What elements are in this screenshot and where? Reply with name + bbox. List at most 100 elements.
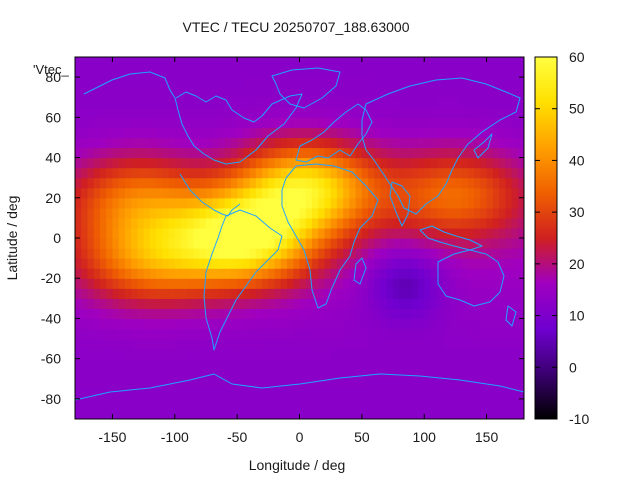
heatmap-cell [156, 167, 163, 179]
heatmap-cell [280, 378, 288, 390]
heatmap-cell [287, 398, 294, 410]
heatmap-cell [499, 207, 506, 219]
heatmap-cell [224, 348, 232, 360]
heatmap-cell [349, 117, 357, 128]
heatmap-cell [99, 97, 107, 108]
heatmap-cell [218, 117, 226, 128]
heatmap-cell [374, 217, 382, 229]
heatmap-cell [255, 67, 263, 78]
heatmap-cell [174, 117, 182, 128]
heatmap-cell [168, 338, 176, 350]
heatmap-cell [131, 318, 138, 330]
heatmap-cell [336, 197, 344, 209]
heatmap-cell [87, 87, 95, 98]
heatmap-cell [343, 298, 350, 309]
heatmap-cell [467, 368, 475, 380]
heatmap-cell [492, 368, 500, 380]
heatmap-cell [355, 318, 363, 330]
heatmap-cell [374, 97, 382, 108]
heatmap-cell [430, 157, 438, 169]
heatmap-cell [224, 77, 232, 88]
heatmap-cell [230, 308, 238, 320]
heatmap-cell [224, 57, 232, 68]
heatmap-cell [299, 207, 307, 219]
heatmap-cell [156, 258, 163, 269]
heatmap-cell [212, 197, 220, 209]
heatmap-cell [75, 408, 82, 419]
heatmap-cell [249, 298, 257, 309]
heatmap-cell [99, 358, 107, 370]
heatmap-cell [224, 298, 232, 309]
heatmap-cell [411, 67, 419, 78]
heatmap-cell [343, 57, 350, 68]
heatmap-cell [399, 57, 407, 68]
heatmap-cell [318, 187, 326, 199]
heatmap-cell [424, 358, 432, 370]
heatmap-cell [205, 207, 213, 219]
heatmap-cell [374, 127, 382, 139]
heatmap-cell [118, 117, 126, 128]
heatmap-cell [474, 147, 481, 159]
heatmap-cell [262, 77, 269, 88]
heatmap-cell [349, 328, 357, 340]
heatmap-cell [467, 97, 475, 108]
heatmap-cell [424, 107, 432, 118]
heatmap-cell [480, 288, 488, 299]
heatmap-cell [243, 378, 251, 390]
heatmap-cell [93, 157, 101, 169]
heatmap-cell [417, 187, 425, 199]
heatmap-cell [411, 137, 419, 149]
heatmap-cell [174, 87, 182, 98]
heatmap-cell [517, 288, 524, 299]
heatmap-cell [368, 127, 375, 139]
heatmap-cell [174, 107, 182, 118]
heatmap-cell [193, 67, 201, 78]
heatmap-cell [461, 288, 469, 299]
heatmap-cell [324, 207, 332, 219]
heatmap-cell [137, 398, 145, 410]
heatmap-cell [255, 268, 263, 279]
heatmap-cell [137, 127, 145, 139]
heatmap-cell [361, 97, 369, 108]
heatmap-cell [417, 368, 425, 380]
heatmap-cell [417, 268, 425, 279]
heatmap-cell [305, 197, 313, 209]
heatmap-cell [274, 67, 282, 78]
heatmap-cell [455, 278, 463, 289]
heatmap-cell [293, 258, 301, 269]
heatmap-cell [336, 358, 344, 370]
heatmap-cell [330, 87, 338, 98]
heatmap-cell [449, 318, 457, 330]
heatmap-cell [336, 378, 344, 390]
heatmap-cell [355, 288, 363, 299]
heatmap-cell [499, 137, 506, 149]
heatmap-cell [124, 348, 132, 360]
heatmap-cell [149, 278, 157, 289]
heatmap-cell [255, 177, 263, 189]
heatmap-cell [411, 398, 419, 410]
heatmap-cell [75, 398, 82, 410]
heatmap-cell [106, 278, 114, 289]
heatmap-cell [287, 248, 294, 259]
heatmap-cell [311, 338, 319, 350]
heatmap-cell [474, 187, 481, 199]
heatmap-cell [118, 207, 126, 219]
heatmap-cell [318, 368, 326, 380]
heatmap-cell [205, 288, 213, 299]
heatmap-cell [480, 87, 488, 98]
heatmap-cell [343, 258, 350, 269]
heatmap-cell [474, 117, 481, 128]
heatmap-cell [336, 248, 344, 259]
heatmap-cell [517, 338, 524, 350]
heatmap-cell [87, 107, 95, 118]
heatmap-cell [442, 408, 450, 419]
heatmap-cell [87, 408, 95, 419]
heatmap-cell [255, 238, 263, 249]
heatmap-cell [75, 238, 82, 249]
heatmap-cell [517, 167, 524, 179]
heatmap-cell [405, 97, 413, 108]
heatmap-cell [486, 398, 494, 410]
heatmap-cell [249, 207, 257, 219]
heatmap-cell [355, 358, 363, 370]
heatmap-cell [474, 408, 481, 419]
